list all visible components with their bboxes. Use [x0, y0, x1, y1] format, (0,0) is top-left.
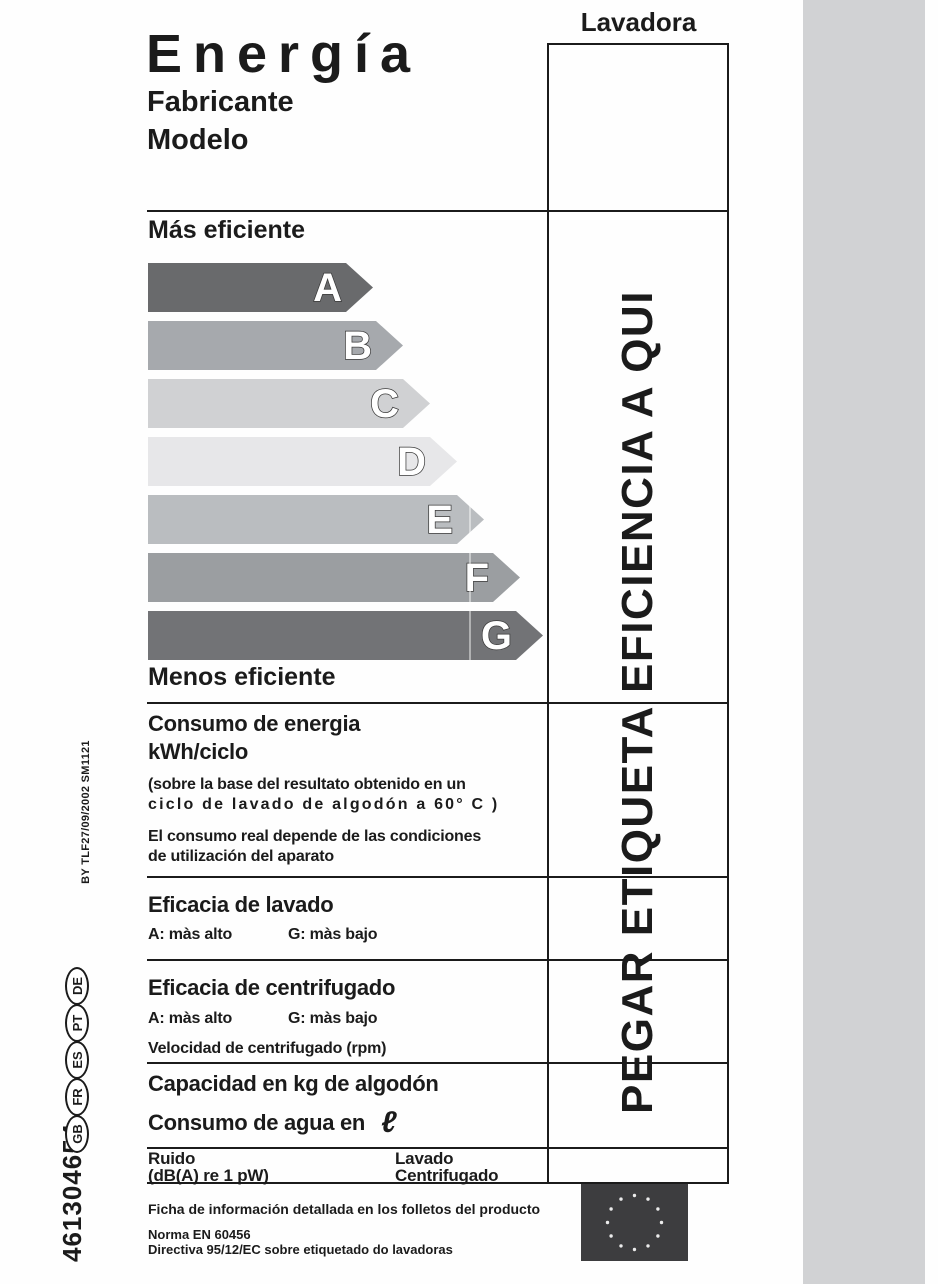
language-badge-gb: GB	[65, 1115, 89, 1153]
energy-consumption-title-line2: kWh/ciclo	[148, 739, 248, 764]
divider-capacity	[147, 1147, 729, 1149]
litre-symbol: ℓ	[381, 1106, 397, 1139]
spin-scale-high: A: màs alto	[148, 1010, 233, 1027]
divider-energy	[147, 876, 729, 878]
efficiency-arrow-a: A	[148, 263, 373, 312]
page-title: Energía	[146, 24, 422, 84]
divider-header	[147, 210, 729, 212]
noise-unit: (dB(A) re 1 pW)	[148, 1166, 269, 1185]
model-label: Modelo	[147, 124, 249, 156]
energy-basis-note-line1: (sobre la base del resultato obtenido en…	[148, 776, 466, 793]
scan-gutter-strip	[803, 0, 925, 1284]
footer-directive-reference: Directiva 95/12/EC sobre etiquetado do l…	[148, 1242, 453, 1257]
language-badge-es: ES	[65, 1041, 89, 1079]
divider-washing	[147, 959, 729, 961]
language-badge-de: DE	[65, 967, 89, 1005]
grade-letter-g: G	[480, 613, 512, 658]
noise-col-washing: Lavado	[395, 1149, 454, 1168]
spin-speed-label: Velocidad de centrifugado (rpm)	[148, 1040, 387, 1057]
manufacturer-label: Fabricante	[147, 86, 294, 118]
eu-stars-emblem	[581, 1184, 688, 1261]
energy-real-use-note-line2: de utilización del aparato	[148, 848, 334, 865]
grade-letter-d: D	[397, 439, 426, 484]
grade-letter-f: F	[464, 555, 489, 600]
efficiency-arrow-g: G	[148, 611, 543, 660]
grade-letter-b: B	[343, 323, 372, 368]
washing-scale-high: A: màs alto	[148, 926, 233, 943]
efficiency-arrow-e: E	[148, 495, 484, 544]
efficiency-arrow-d: D	[148, 437, 457, 486]
energy-basis-note-line2: ciclo de lavado de algodón a 60° C )	[148, 796, 500, 813]
water-consumption-text: Consumo de agua en	[148, 1110, 366, 1135]
footer-norm-reference: Norma EN 60456	[148, 1227, 251, 1242]
more-efficient-label: Más eficiente	[148, 216, 306, 244]
less-efficient-label: Menos eficiente	[148, 663, 336, 691]
footer-product-fiche-note: Ficha de información detallada en los fo…	[148, 1201, 541, 1217]
water-consumption-label: Consumo de agua en ℓ	[148, 1104, 397, 1139]
spin-scale-low: G: màs bajo	[288, 1010, 378, 1027]
language-badge-pt: PT	[65, 1004, 89, 1042]
print-code-vertical-text: BY TLF27/09/2002 SM1121	[80, 740, 92, 884]
efficiency-arrow-f: F	[148, 553, 520, 602]
divider-spin	[147, 1062, 729, 1064]
washing-scale-low: G: màs bajo	[288, 926, 378, 943]
language-badge-fr: FR	[65, 1078, 89, 1116]
noise-title: Ruido	[148, 1149, 196, 1168]
capacity-label: Capacidad en kg de algodón	[148, 1071, 439, 1096]
grade-letter-e: E	[426, 497, 453, 542]
paste-box-top-border	[547, 43, 729, 45]
appliance-type-caption: Lavadora	[580, 7, 697, 37]
grade-letter-c: C	[370, 381, 399, 426]
divider-scale	[147, 702, 729, 704]
eu-stars-icon	[605, 1193, 664, 1252]
scan-fold-artifact	[469, 495, 471, 665]
energy-real-use-note-line1: El consumo real depende de las condicion…	[148, 828, 482, 845]
divider-bottom	[147, 1182, 729, 1184]
right-column-left-border	[547, 43, 549, 1184]
noise-col-spin: Centrifugado	[395, 1166, 499, 1185]
right-column-right-border	[727, 43, 729, 1184]
efficiency-arrow-b: B	[148, 321, 403, 370]
paste-label-here-vertical-text: PEGAR ETIQUETA EFICIENCIA A QUI	[613, 290, 662, 1114]
grade-letter-a: A	[313, 265, 342, 310]
spin-performance-title: Eficacia de centrifugado	[148, 975, 396, 1000]
washing-performance-title: Eficacia de lavado	[148, 892, 334, 917]
energy-consumption-title-line1: Consumo de energia	[148, 711, 361, 736]
efficiency-arrow-c: C	[148, 379, 430, 428]
